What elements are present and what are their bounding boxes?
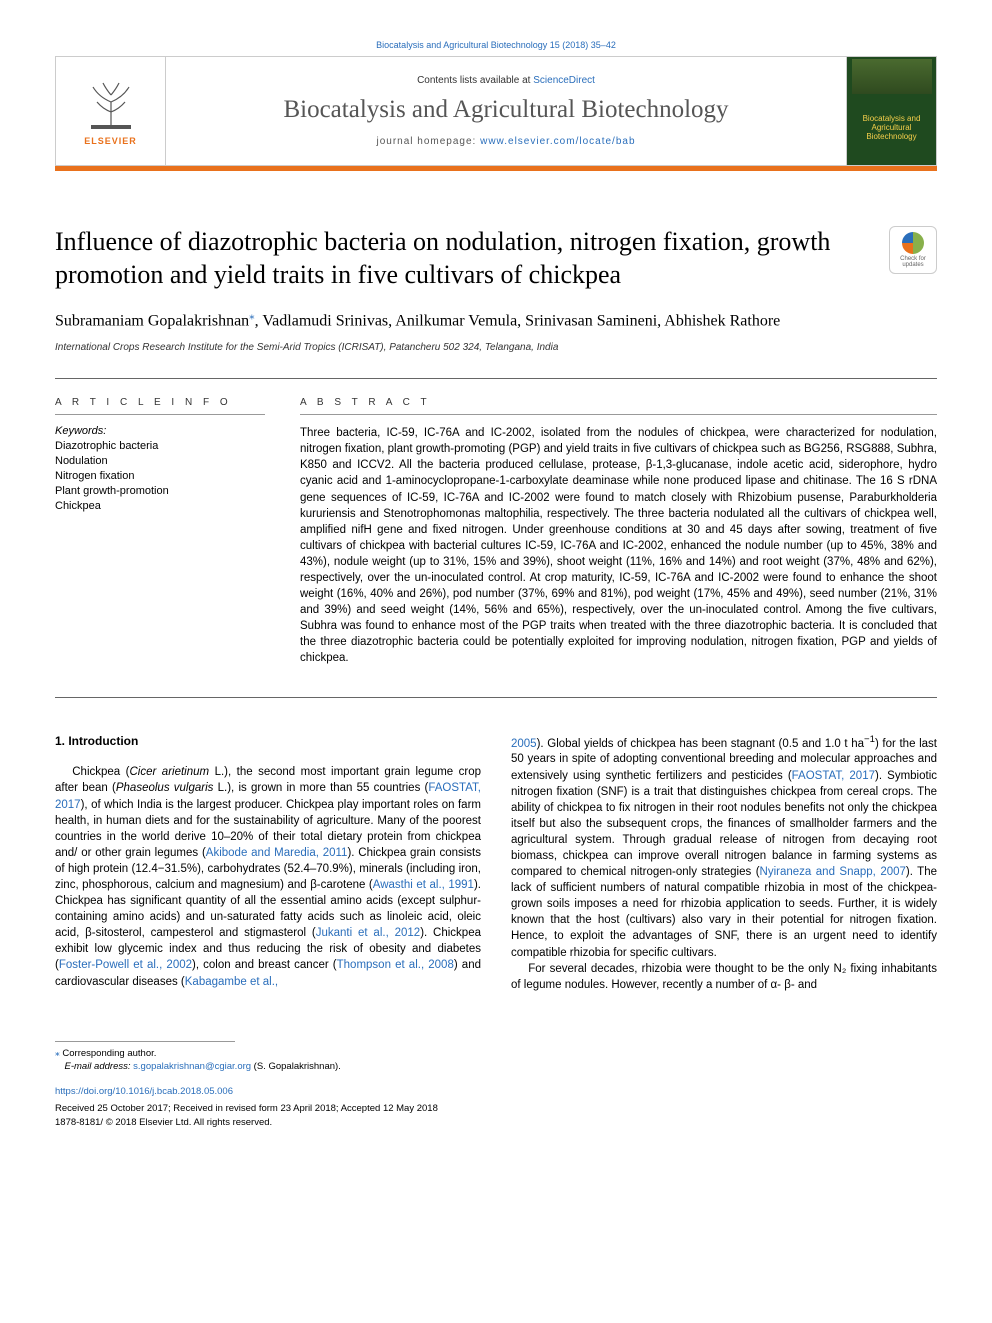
homepage-link[interactable]: www.elsevier.com/locate/bab [480, 136, 635, 147]
contents-prefix: Contents lists available at [417, 75, 533, 86]
keyword: Diazotrophic bacteria [55, 439, 265, 454]
email-suffix: (S. Gopalakrishnan). [251, 1061, 341, 1072]
footnotes: ⁎ Corresponding author. E-mail address: … [55, 1041, 937, 1129]
keyword: Nodulation [55, 454, 265, 469]
corresponding-mark: ⁎ [249, 310, 255, 322]
copyright: 1878-8181/ © 2018 Elsevier Ltd. All righ… [55, 1116, 937, 1129]
crossmark-icon [902, 232, 924, 254]
affiliation: International Crops Research Institute f… [55, 342, 937, 353]
cover-image [852, 59, 932, 94]
cover-title: Biocatalysis and Agricultural Biotechnol… [851, 115, 932, 141]
check-updates-badge[interactable]: Check for updates [889, 226, 937, 274]
corr-label: Corresponding author. [62, 1048, 156, 1059]
article-info-block: A R T I C L E I N F O Keywords: Diazotro… [55, 397, 265, 666]
elsevier-label: ELSEVIER [84, 136, 137, 146]
divider [55, 697, 937, 698]
divider [55, 378, 937, 379]
running-header: Biocatalysis and Agricultural Biotechnol… [55, 40, 937, 50]
intro-heading: 1. Introduction [55, 733, 481, 750]
keyword: Plant growth-promotion [55, 484, 265, 499]
abstract-label: A B S T R A C T [300, 397, 937, 408]
corr-mark: ⁎ [55, 1048, 60, 1059]
doi-link[interactable]: https://doi.org/10.1016/j.bcab.2018.05.0… [55, 1085, 937, 1098]
abstract-divider [300, 414, 937, 415]
keywords-list: Diazotrophic bacteria Nodulation Nitroge… [55, 439, 265, 513]
email-label: E-mail address: [65, 1061, 134, 1072]
journal-title: Biocatalysis and Agricultural Biotechnol… [283, 96, 728, 124]
keyword: Nitrogen fixation [55, 469, 265, 484]
corresponding-footnote: ⁎ Corresponding author. [55, 1047, 937, 1060]
abstract-text: Three bacteria, IC-59, IC-76A and IC-200… [300, 425, 937, 666]
homepage-prefix: journal homepage: [376, 136, 480, 147]
accent-bar [55, 166, 937, 171]
keyword: Chickpea [55, 499, 265, 514]
abstract-block: A B S T R A C T Three bacteria, IC-59, I… [300, 397, 937, 666]
body-columns: 1. Introduction Chickpea (Cicer arietinu… [55, 733, 937, 993]
check-updates-label: Check for updates [890, 256, 936, 268]
article-title: Influence of diazotrophic bacteria on no… [55, 226, 874, 291]
sciencedirect-link[interactable]: ScienceDirect [533, 75, 595, 86]
elsevier-logo: ELSEVIER [56, 57, 166, 165]
journal-header: ELSEVIER Contents lists available at Sci… [55, 56, 937, 166]
journal-homepage: journal homepage: www.elsevier.com/locat… [376, 136, 635, 147]
article-info-label: A R T I C L E I N F O [55, 397, 265, 408]
journal-cover: Biocatalysis and Agricultural Biotechnol… [846, 57, 936, 165]
body-paragraph: Chickpea (Cicer arietinum L.), the secon… [55, 764, 481, 989]
column-right: 2005). Global yields of chickpea has bee… [511, 733, 937, 993]
received-dates: Received 25 October 2017; Received in re… [55, 1102, 937, 1115]
body-paragraph: For several decades, rhizobia were thoug… [511, 961, 937, 993]
contents-available: Contents lists available at ScienceDirec… [417, 75, 595, 86]
email-footnote: E-mail address: s.gopalakrishnan@cgiar.o… [55, 1060, 937, 1073]
body-paragraph: 2005). Global yields of chickpea has bee… [511, 733, 937, 961]
authors: Subramaniam Gopalakrishnan⁎, Vadlamudi S… [55, 309, 937, 332]
email-link[interactable]: s.gopalakrishnan@cgiar.org [133, 1061, 251, 1072]
elsevier-tree-icon [81, 77, 141, 132]
keywords-label: Keywords: [55, 425, 265, 437]
info-divider [55, 414, 265, 415]
header-center: Contents lists available at ScienceDirec… [166, 57, 846, 165]
footnote-divider [55, 1041, 235, 1042]
column-left: 1. Introduction Chickpea (Cicer arietinu… [55, 733, 481, 993]
